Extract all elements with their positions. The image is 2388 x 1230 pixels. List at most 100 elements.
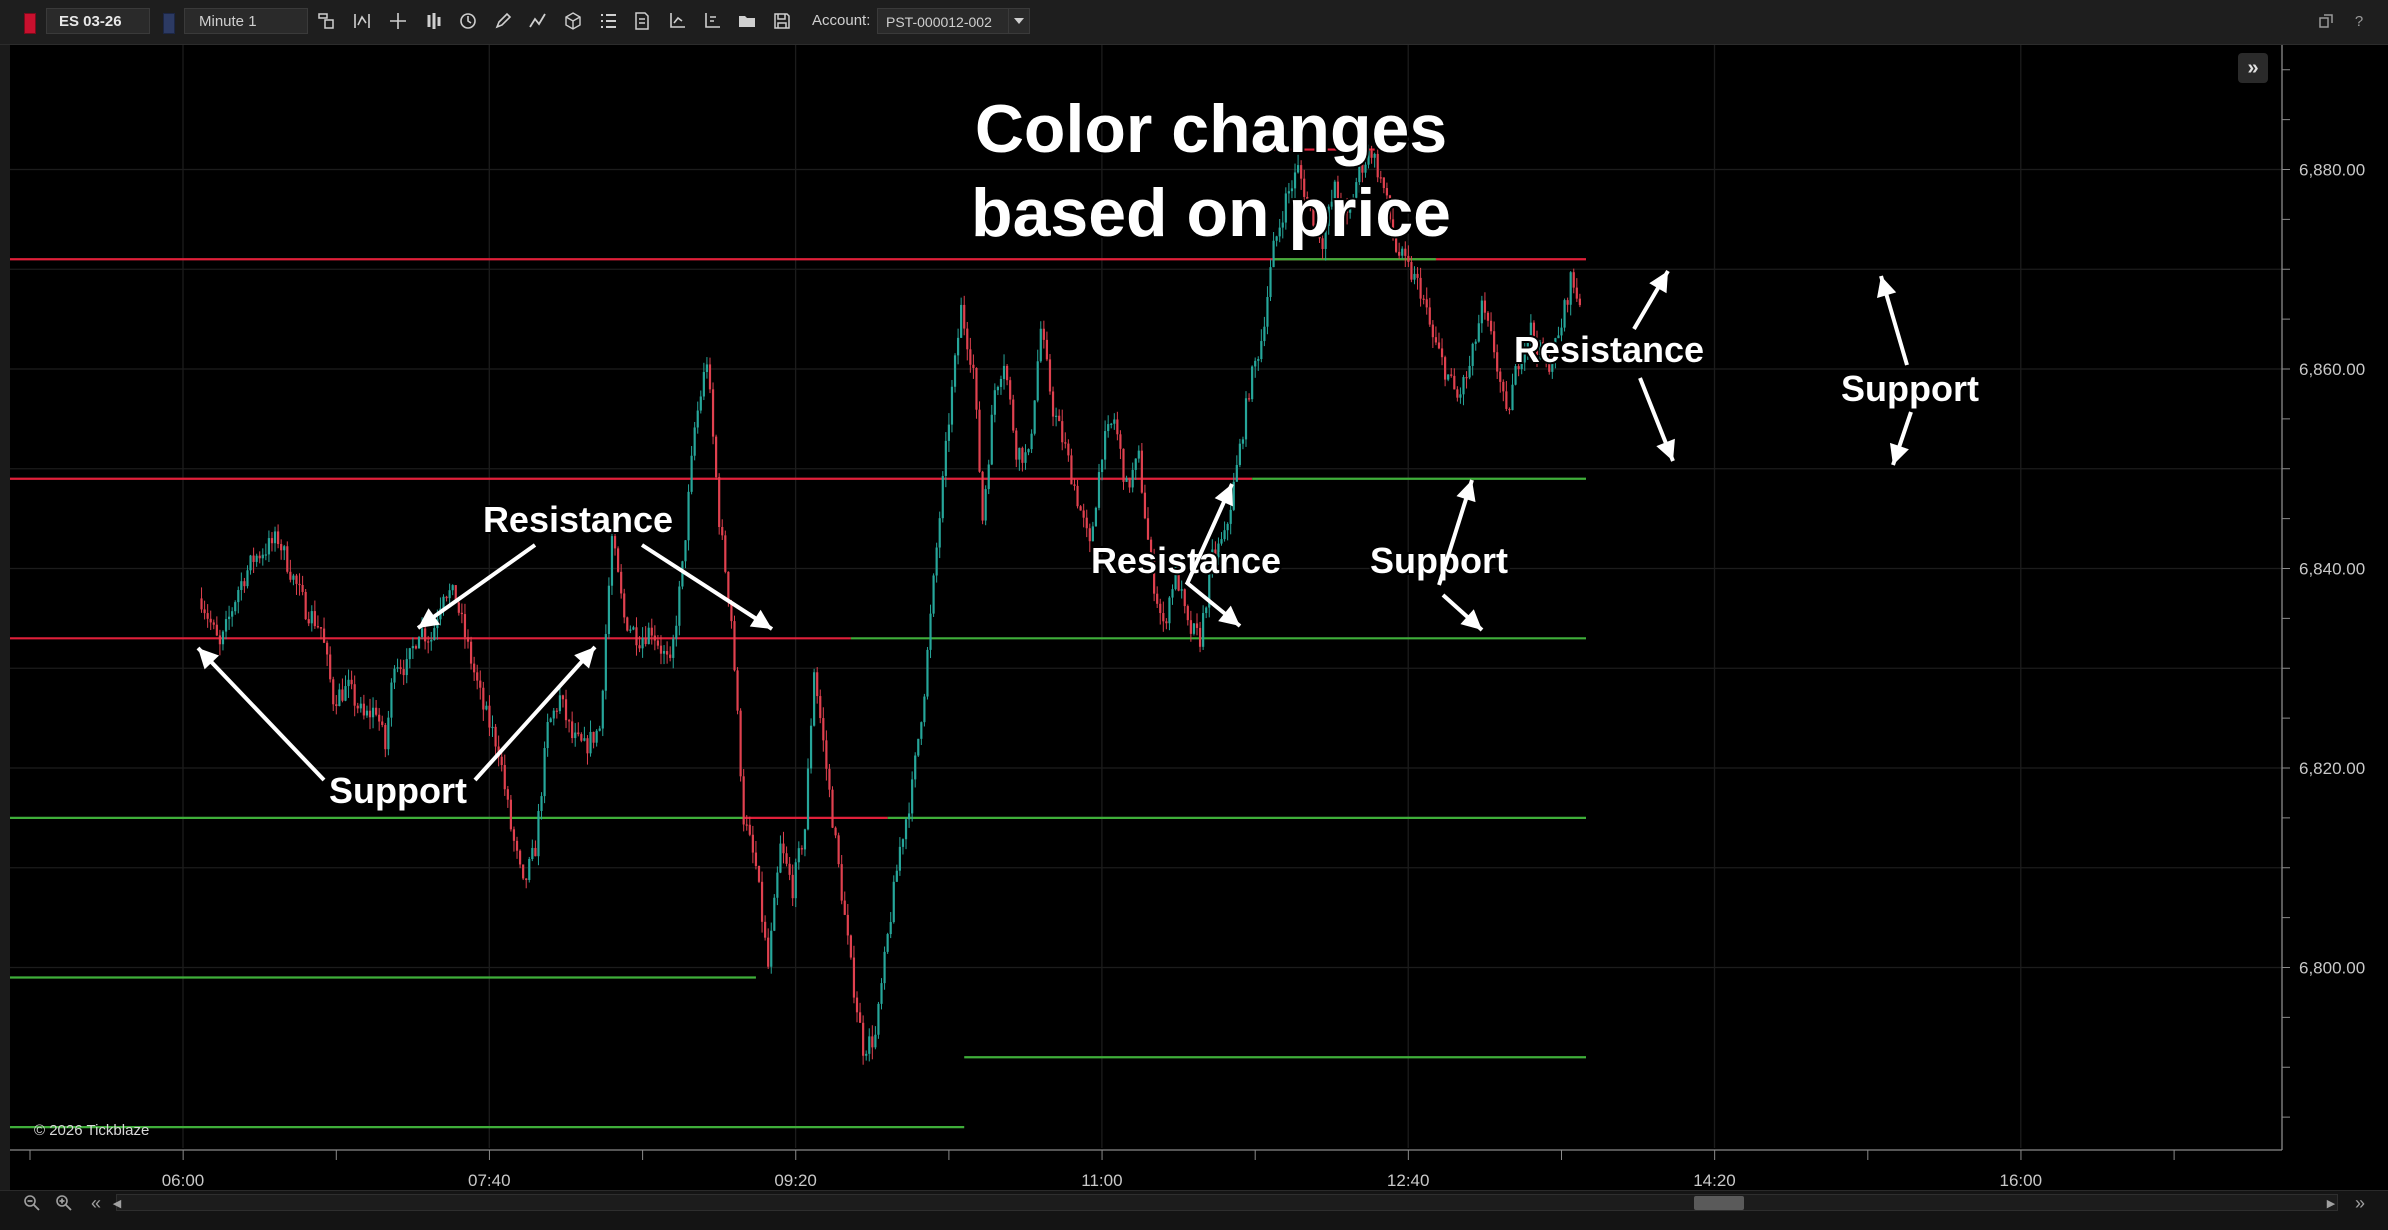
candle-body <box>503 765 506 790</box>
candle-body <box>1168 597 1171 624</box>
drawing-icon[interactable] <box>525 8 551 34</box>
list-icon[interactable] <box>595 8 621 34</box>
candle-body <box>1517 366 1520 370</box>
collapse-panel-icon[interactable]: » <box>2238 53 2268 83</box>
candle-body <box>1110 423 1113 425</box>
candle-body <box>1107 424 1110 432</box>
symbol-field[interactable]: ES 03-26 <box>46 8 150 34</box>
detach-window-icon[interactable] <box>2315 10 2337 32</box>
candle-body <box>1260 341 1263 360</box>
candle-body <box>1318 222 1321 239</box>
interval-color-swatch[interactable] <box>163 13 175 34</box>
candle-body <box>1388 195 1392 220</box>
crosshair-icon[interactable] <box>385 8 411 34</box>
candle-body <box>381 721 384 725</box>
candle-body <box>907 813 911 820</box>
annotation-arrowhead <box>198 648 220 670</box>
candle-body <box>1557 335 1560 339</box>
candle-body <box>564 699 568 721</box>
candle-body <box>1202 613 1205 647</box>
candle-body <box>466 637 470 642</box>
candle-body <box>574 732 577 739</box>
indicator-icon[interactable] <box>349 8 375 34</box>
candle-body <box>843 900 846 915</box>
account-select[interactable]: PST-000012-002 <box>877 8 1009 34</box>
save-icon[interactable] <box>769 8 795 34</box>
candle-body <box>344 686 347 701</box>
candle-body <box>577 732 580 735</box>
scrollbar-thumb[interactable] <box>1694 1196 1744 1210</box>
symbol-color-swatch[interactable] <box>24 13 36 34</box>
candle-body <box>482 687 485 710</box>
candle-body <box>767 937 770 967</box>
chart-type-icon[interactable] <box>421 8 447 34</box>
interval-field[interactable]: Minute 1 <box>184 8 308 34</box>
candle-body <box>644 637 647 645</box>
candle-body <box>506 789 509 800</box>
candle-body <box>1284 193 1287 223</box>
candle-body <box>926 649 929 697</box>
candle-body <box>488 705 491 728</box>
annotation-label-support-2: Support <box>1370 540 1508 581</box>
instrument-icon[interactable] <box>313 8 339 34</box>
clock-icon[interactable] <box>455 8 481 34</box>
template-icon[interactable] <box>629 8 655 34</box>
candle-body <box>424 628 427 642</box>
axis-scale-icon[interactable] <box>699 8 725 34</box>
chevron-down-icon[interactable] <box>1008 8 1030 34</box>
chart-grid <box>10 45 2282 1148</box>
horizontal-scrollbar[interactable] <box>116 1194 2338 1211</box>
candle-body <box>567 720 571 722</box>
candle-body <box>411 646 414 649</box>
candle-body <box>430 640 433 642</box>
candle-body <box>264 554 267 556</box>
candle-body <box>696 410 699 428</box>
candle-body <box>261 554 264 559</box>
candle-body <box>1143 492 1147 519</box>
candle-body <box>803 829 807 850</box>
zoom-in-icon[interactable] <box>52 1192 76 1214</box>
candle-body <box>757 865 761 882</box>
objects-icon[interactable] <box>560 8 586 34</box>
candle-body <box>745 824 748 826</box>
candle-body <box>1061 421 1064 443</box>
scroll-to-start-icon[interactable]: « <box>90 1192 101 1213</box>
candle-body <box>999 378 1003 387</box>
price-tick-label: 6,800.00 <box>2299 959 2365 978</box>
candle-body <box>1177 561 1180 591</box>
support-resistance-lines <box>10 148 1587 1129</box>
candle-body <box>558 695 561 712</box>
help-button[interactable]: ? <box>2354 12 2364 30</box>
candle-body <box>1238 443 1241 465</box>
candle-body <box>252 555 255 562</box>
candle-body <box>1511 384 1514 411</box>
candle-body <box>212 622 215 625</box>
candle-body <box>889 922 892 935</box>
scroll-to-end-icon[interactable]: » <box>2354 1192 2365 1213</box>
candle-body <box>1526 342 1529 349</box>
candle-body <box>237 590 240 603</box>
candle-body <box>1453 375 1456 390</box>
axis-icon[interactable] <box>664 8 690 34</box>
candle-body <box>963 304 966 329</box>
candle-body <box>1278 227 1281 237</box>
candle-body <box>690 455 693 492</box>
zoom-out-icon[interactable] <box>20 1192 44 1214</box>
candle-body <box>865 1053 868 1056</box>
annotation-label-resistance-2: Resistance <box>1091 540 1281 581</box>
candle-body <box>362 703 365 716</box>
time-tick-label: 11:00 <box>1081 1171 1122 1190</box>
candle-body <box>1045 339 1049 360</box>
scroll-left-icon[interactable]: ◀ <box>112 1197 122 1210</box>
candle-body <box>711 389 715 437</box>
time-tick-label: 12:40 <box>1387 1171 1430 1190</box>
folder-icon[interactable] <box>734 8 760 34</box>
candle-body <box>675 625 678 639</box>
pencil-icon[interactable] <box>490 8 516 34</box>
candle-body <box>969 349 972 365</box>
candle-body <box>1217 543 1220 558</box>
candle-body <box>1113 419 1116 424</box>
candle-body <box>616 548 620 572</box>
scroll-right-icon[interactable]: ▶ <box>2326 1197 2336 1210</box>
